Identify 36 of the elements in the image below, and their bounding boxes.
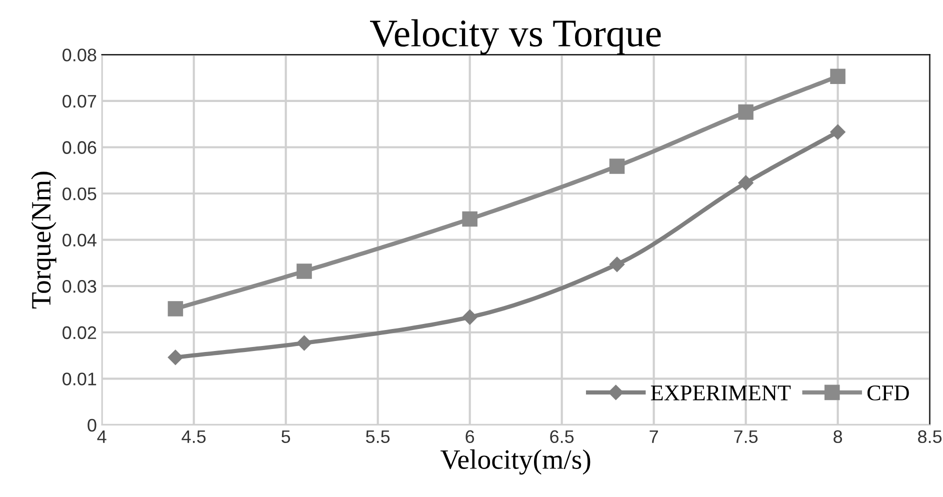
y-tick-label: 0: [88, 418, 96, 432]
x-axis-title: Velocity(m/s): [440, 449, 590, 475]
y-axis-title: Torque(Nm): [31, 172, 56, 309]
x-tick-label: 6: [466, 430, 474, 444]
x-tick-label: 4: [97, 430, 106, 443]
point: [609, 158, 625, 174]
x-tick-label: 5.5: [366, 430, 390, 444]
x-tick-label: 5: [282, 430, 290, 444]
y-tick-label: 0.01: [62, 372, 96, 386]
x-tick-label: 7: [650, 430, 658, 443]
point: [738, 175, 754, 190]
legend-label: EXPERIMENT: [650, 386, 791, 400]
point: [830, 68, 846, 84]
y-tick-label: 0.03: [62, 280, 96, 293]
y-tick-label: 0.06: [62, 141, 96, 154]
point: [168, 301, 184, 316]
point: [609, 256, 625, 272]
x-tick-label: 8: [834, 430, 842, 444]
y-tick-label: 0.02: [62, 326, 96, 340]
y-tick-label: 0.07: [62, 94, 96, 108]
y-tick-label: 0.04: [62, 234, 96, 247]
point: [296, 264, 312, 279]
y-tick-label: 0.05: [62, 187, 96, 200]
x-tick-label: 6.5: [550, 430, 574, 444]
legend-label: CFD: [867, 385, 909, 400]
point: [462, 310, 478, 325]
y-tick-label: 0.08: [62, 48, 96, 62]
point: [830, 124, 846, 140]
point: [738, 104, 754, 120]
x-tick-label: 7.5: [734, 430, 758, 444]
point: [462, 211, 478, 227]
chart-title: Velocity vs Torque: [370, 19, 661, 55]
x-tick-label: 8.5: [918, 430, 942, 444]
point: [168, 350, 184, 365]
x-tick-label: 4.5: [182, 430, 206, 444]
point: [296, 335, 312, 351]
